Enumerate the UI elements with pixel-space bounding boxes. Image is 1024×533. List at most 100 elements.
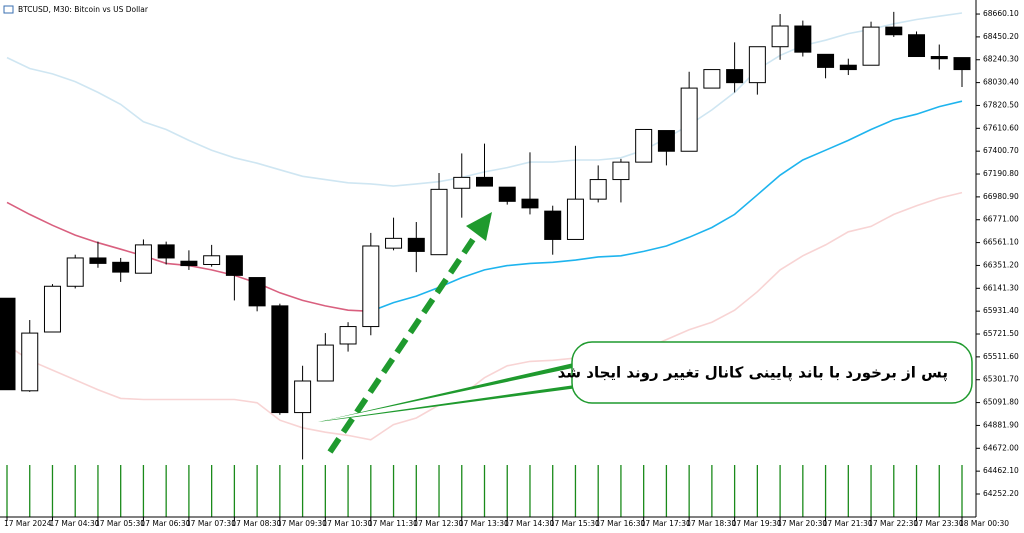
y-tick-label: 68240.30 (983, 55, 1019, 64)
x-tick-label: 17 Mar 21:30 (823, 519, 873, 528)
plot-area (0, 0, 976, 517)
candle-body (680, 87, 698, 152)
candle-body (657, 130, 675, 152)
band-line (6, 191, 963, 441)
x-tick-label: 17 Mar 08:30 (231, 519, 281, 528)
candle-body (839, 64, 857, 71)
candle-body (430, 188, 448, 256)
candle-body (0, 297, 16, 391)
candle-body (248, 277, 266, 307)
candle-body (203, 255, 221, 265)
x-tick-label: 17 Mar 23:30 (914, 519, 964, 528)
candle-body (885, 26, 903, 36)
annotation: پس از برخورد با باند پایینی کانال تغییر … (558, 364, 948, 383)
candle-body (908, 34, 926, 58)
candle-body (635, 128, 653, 163)
candle-body (453, 176, 471, 189)
band-line (370, 100, 963, 313)
candle-body (339, 326, 357, 345)
x-tick-label: 17 Mar 06:30 (140, 519, 190, 528)
candle-body (794, 25, 812, 53)
x-tick-label: 17 Mar 04:30 (49, 519, 99, 528)
y-tick-label: 66561.10 (983, 238, 1019, 247)
candle-body (89, 257, 107, 264)
candle-body (21, 332, 39, 392)
candle-body (748, 46, 766, 84)
candle-body (771, 25, 789, 48)
y-tick-label: 64252.20 (983, 489, 1019, 498)
trend-arrow (327, 230, 481, 454)
candle-body (157, 244, 175, 259)
candle-body (612, 161, 630, 181)
candle-body (589, 179, 607, 200)
y-tick-label: 65301.70 (983, 375, 1019, 384)
candle-body (703, 69, 721, 89)
y-tick-label: 65931.40 (983, 306, 1019, 315)
y-tick-label: 67610.60 (983, 123, 1019, 132)
y-tick-label: 68450.20 (983, 32, 1019, 41)
y-tick-label: 66351.20 (983, 260, 1019, 269)
y-tick-label: 67190.80 (983, 169, 1019, 178)
chart-title: BTCUSD, M30: Bitcoin vs US Dollar (18, 5, 149, 14)
candle-body (566, 198, 584, 240)
candle-body (544, 210, 562, 240)
callout-box (571, 341, 973, 404)
x-tick-label: 17 Mar 22:30 (868, 519, 918, 528)
candle-body (862, 26, 880, 66)
y-tick-label: 67820.50 (983, 100, 1019, 109)
x-tick-label: 17 Mar 10:30 (322, 519, 372, 528)
callout-pointer (318, 362, 578, 422)
marks (0, 11, 971, 517)
y-tick-label: 68030.40 (983, 78, 1019, 87)
candle-body (930, 56, 948, 60)
x-tick-label: 17 Mar 2024 (4, 519, 52, 528)
symbol-icon (3, 5, 14, 14)
y-tick-label: 65721.50 (983, 329, 1019, 338)
arrow-head (466, 212, 492, 241)
candle-body (134, 244, 152, 274)
candle-body (112, 261, 130, 273)
y-tick-label: 64672.00 (983, 443, 1019, 452)
x-tick-label: 17 Mar 07:30 (186, 519, 236, 528)
candle-body (316, 344, 334, 382)
x-tick-label: 17 Mar 16:30 (595, 519, 645, 528)
y-tick-label: 67400.70 (983, 146, 1019, 155)
y-tick-label: 64462.10 (983, 466, 1019, 475)
y-tick-label: 64881.90 (983, 420, 1019, 429)
x-tick-label: 17 Mar 13:30 (459, 519, 509, 528)
candle-body (726, 69, 744, 84)
x-tick-label: 17 Mar 19:30 (732, 519, 782, 528)
candle-body (953, 57, 971, 71)
x-tick-label: 18 Mar 00:30 (959, 519, 1009, 528)
x-tick-label: 17 Mar 12:30 (413, 519, 463, 528)
candle-body (294, 380, 312, 414)
x-tick-label: 17 Mar 09:30 (277, 519, 327, 528)
x-tick-label: 17 Mar 11:30 (368, 519, 418, 528)
x-tick-label: 17 Mar 18:30 (686, 519, 736, 528)
y-tick-label: 65511.60 (983, 352, 1019, 361)
x-tick-label: 17 Mar 17:30 (641, 519, 691, 528)
candle-body (407, 237, 425, 252)
y-tick-label: 66141.30 (983, 283, 1019, 292)
candle-body (271, 305, 289, 414)
x-tick-label: 17 Mar 14:30 (504, 519, 554, 528)
y-tick-label: 68660.10 (983, 9, 1019, 18)
candle-body (362, 245, 380, 328)
x-tick-label: 17 Mar 20:30 (777, 519, 827, 528)
y-tick-label: 66980.90 (983, 192, 1019, 201)
candle-body (385, 237, 403, 249)
x-tick-label: 17 Mar 15:30 (550, 519, 600, 528)
candle-body (817, 53, 835, 68)
y-tick-label: 66771.00 (983, 215, 1019, 224)
candle-body (521, 198, 539, 209)
candle-body (476, 176, 493, 187)
candle-body (225, 255, 243, 276)
candle-body (66, 257, 84, 287)
y-tick-label: 65091.80 (983, 398, 1019, 407)
candle-body (43, 285, 61, 333)
candle-body (498, 186, 516, 202)
callout-pointer-inner (322, 366, 582, 421)
x-tick-label: 17 Mar 05:30 (95, 519, 145, 528)
candle-body (180, 260, 198, 267)
